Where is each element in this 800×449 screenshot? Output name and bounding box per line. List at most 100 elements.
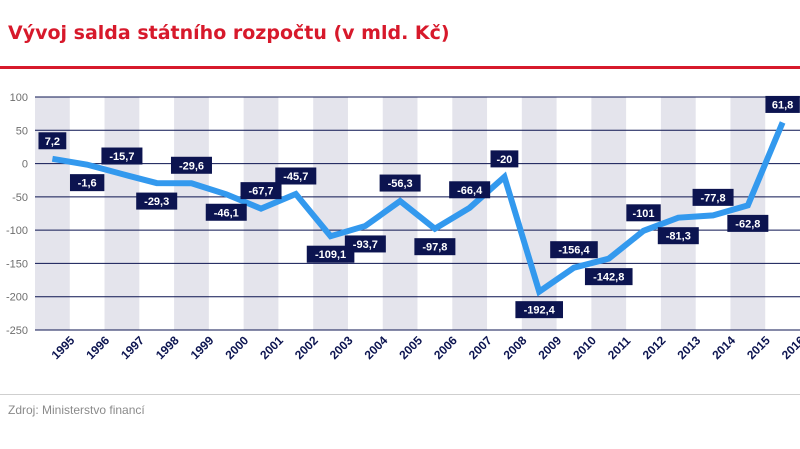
x-tick-label-2001: 2001 xyxy=(257,333,286,362)
data-label-1995: 7,2 xyxy=(38,132,67,150)
data-label-2010: -156,4 xyxy=(550,241,598,259)
data-label-2013: -81,3 xyxy=(657,227,699,245)
data-label-text: -101 xyxy=(633,208,655,220)
x-tick-label-2005: 2005 xyxy=(396,333,425,362)
x-tick-label-2014: 2014 xyxy=(709,333,738,362)
data-label-box xyxy=(765,95,800,113)
y-tick-label: -250 xyxy=(6,325,28,337)
data-label-box xyxy=(136,192,178,210)
data-label-box xyxy=(275,167,317,185)
data-label-text: -45,7 xyxy=(283,171,308,183)
band-2015 xyxy=(730,97,766,330)
x-tick-label-2011: 2011 xyxy=(605,334,634,363)
x-tick-label-1995: 1995 xyxy=(49,333,78,362)
data-label-2016: 61,8 xyxy=(765,95,800,113)
data-label-text: -93,7 xyxy=(353,239,378,251)
data-label-box xyxy=(240,182,282,200)
x-tick-label-2016: 2016 xyxy=(779,333,800,362)
chart-title: Vývoj salda státního rozpočtu (v mld. Kč… xyxy=(8,22,450,44)
data-label-text: -46,1 xyxy=(214,207,239,219)
data-label-box xyxy=(344,235,386,253)
source-note: Zdroj: Ministerstvo financí xyxy=(8,403,145,417)
data-label-2015: -62,8 xyxy=(727,214,769,232)
data-label-text: -77,8 xyxy=(701,192,726,204)
y-tick-label: -100 xyxy=(6,225,28,237)
data-label-box xyxy=(38,132,67,150)
data-label-box xyxy=(626,204,661,222)
data-label-2011: -142,8 xyxy=(584,268,633,286)
data-label-text: -192,4 xyxy=(524,305,556,317)
data-label-text: -109,1 xyxy=(315,249,346,261)
x-tick-label-2008: 2008 xyxy=(501,333,530,362)
x-tick-label-1998: 1998 xyxy=(153,333,182,362)
x-tick-label-2002: 2002 xyxy=(292,333,321,362)
data-label-box xyxy=(69,174,105,192)
data-label-box xyxy=(101,147,143,165)
data-label-text: -66,4 xyxy=(457,185,483,197)
data-label-text: -56,3 xyxy=(388,178,413,190)
band-1997 xyxy=(104,97,140,330)
x-tick-label-2004: 2004 xyxy=(362,333,391,362)
data-label-1997: -15,7 xyxy=(101,147,143,165)
data-label-box xyxy=(306,245,355,263)
band-2003 xyxy=(313,97,348,330)
data-label-2014: -77,8 xyxy=(692,188,734,206)
data-label-2001: -67,7 xyxy=(240,182,282,200)
data-label-text: -142,8 xyxy=(593,272,624,284)
data-label-2006: -97,8 xyxy=(414,238,456,256)
data-label-text: -15,7 xyxy=(109,151,134,163)
data-label-text: 61,8 xyxy=(772,99,793,111)
x-tick-label-2009: 2009 xyxy=(535,333,564,362)
x-tick-label-2010: 2010 xyxy=(570,333,599,362)
data-label-2000: -46,1 xyxy=(205,203,247,221)
data-label-text: -81,3 xyxy=(666,231,691,243)
x-tick-label-2013: 2013 xyxy=(675,333,704,362)
data-label-text: 7,2 xyxy=(45,136,60,148)
x-tick-label-1996: 1996 xyxy=(83,333,112,362)
data-label-box xyxy=(550,241,598,259)
data-label-box xyxy=(170,156,212,174)
data-label-box xyxy=(727,214,769,232)
data-label-1999: -29,6 xyxy=(170,156,212,174)
band-1999 xyxy=(174,97,209,330)
source-divider xyxy=(0,394,800,395)
series-line xyxy=(51,121,786,297)
data-label-2007: -66,4 xyxy=(449,181,491,199)
x-tick-label-2003: 2003 xyxy=(327,333,356,362)
band-2011 xyxy=(591,97,627,330)
data-label-box xyxy=(379,174,421,192)
data-label-text: -62,8 xyxy=(735,218,760,230)
y-tick-label: -50 xyxy=(12,192,28,204)
data-label-2008: -20 xyxy=(490,150,519,168)
data-label-text: -20 xyxy=(496,154,512,166)
data-label-box xyxy=(205,203,247,221)
x-tick-label-2015: 2015 xyxy=(744,333,773,362)
data-label-box xyxy=(414,238,456,256)
x-tick-label-2012: 2012 xyxy=(640,333,669,362)
x-tick-label-1997: 1997 xyxy=(118,333,147,362)
title-divider xyxy=(0,66,800,69)
data-label-box xyxy=(657,227,699,245)
data-label-2002: -45,7 xyxy=(275,167,317,185)
data-label-1998: -29,3 xyxy=(136,192,178,210)
data-label-1996: -1,6 xyxy=(69,174,105,192)
y-tick-label: 100 xyxy=(10,92,28,104)
data-label-box xyxy=(449,181,491,199)
data-label-2005: -56,3 xyxy=(379,174,421,192)
y-tick-label: 0 xyxy=(22,159,28,171)
data-label-text: -29,3 xyxy=(144,196,169,208)
data-label-box xyxy=(515,301,564,319)
data-label-text: -1,6 xyxy=(78,178,97,190)
data-label-text: -97,8 xyxy=(422,242,447,254)
data-label-text: -29,6 xyxy=(179,160,204,172)
band-2001 xyxy=(243,97,279,330)
x-tick-label-2006: 2006 xyxy=(431,333,460,362)
y-tick-label: -150 xyxy=(6,258,28,270)
y-tick-label: 50 xyxy=(16,125,28,137)
data-label-2004: -93,7 xyxy=(344,235,386,253)
data-label-box xyxy=(490,150,519,168)
data-label-text: -156,4 xyxy=(558,245,590,257)
x-tick-label-2007: 2007 xyxy=(466,333,495,362)
data-label-box xyxy=(584,268,633,286)
